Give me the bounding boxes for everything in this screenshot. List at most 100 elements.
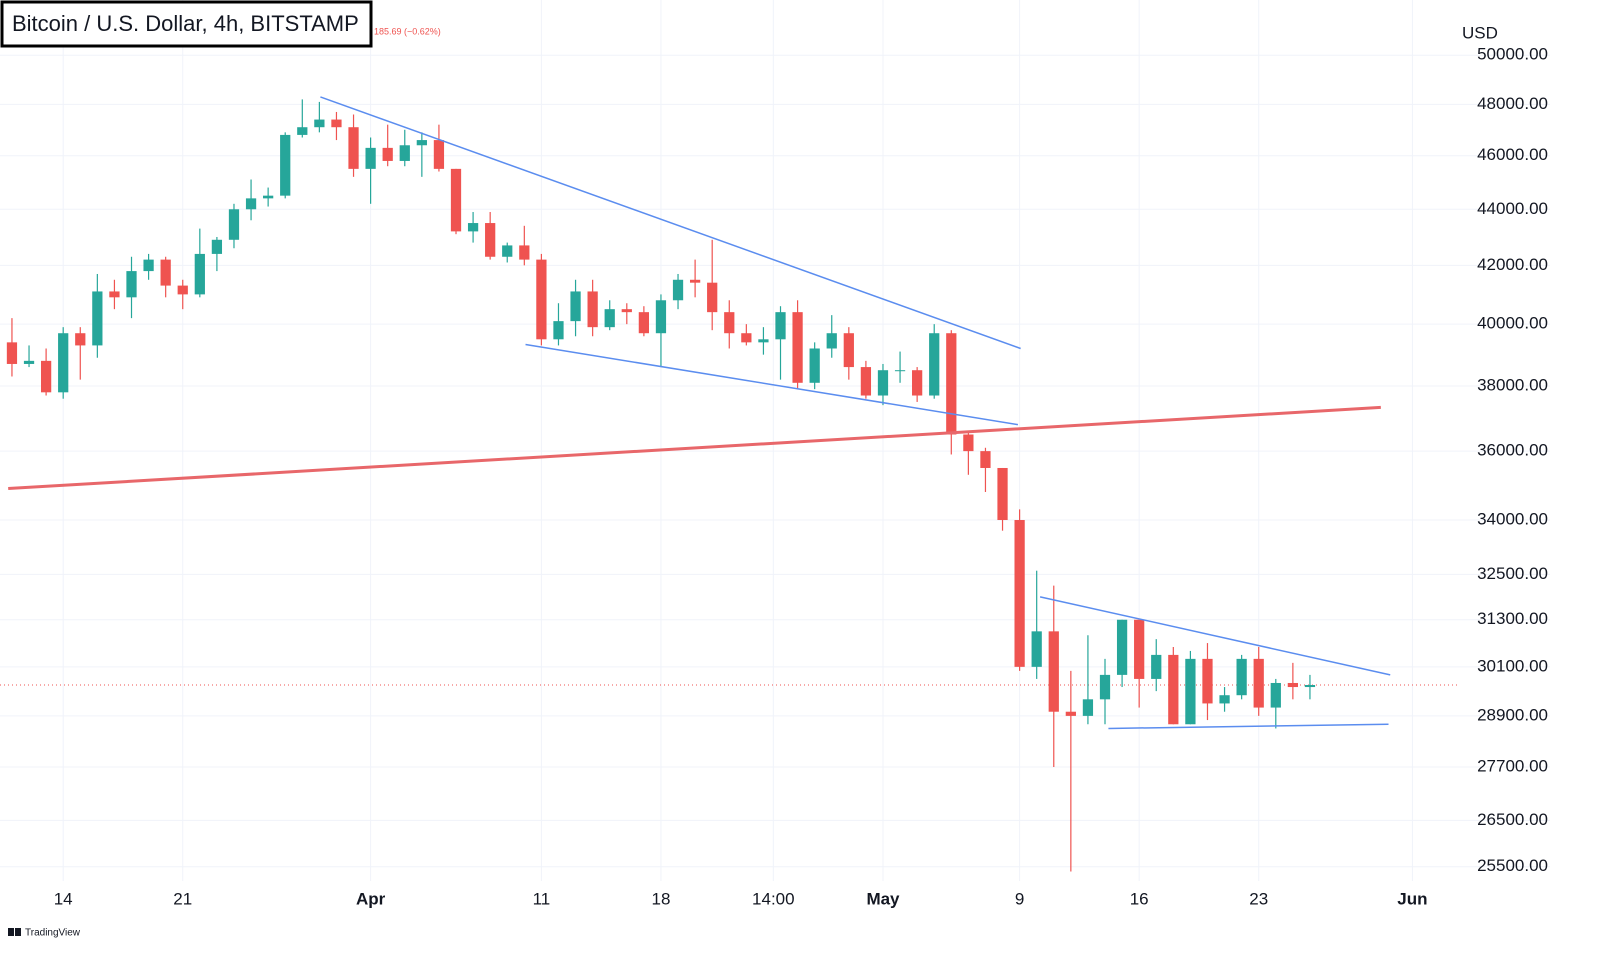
- candle-body: [707, 282, 718, 313]
- y-tick-label: 46000.00: [1477, 145, 1548, 164]
- y-tick-label: 40000.00: [1477, 314, 1548, 333]
- candle-body: [211, 239, 223, 254]
- x-tick-label: Jun: [1397, 889, 1427, 908]
- candle-body: [980, 451, 991, 468]
- candle-body: [536, 259, 547, 340]
- candle-body: [467, 223, 479, 232]
- branding: TradingView: [25, 928, 81, 939]
- x-tick-label: 23: [1249, 889, 1268, 908]
- marks: [0, 96, 1460, 872]
- y-tick-label: 26500.00: [1477, 810, 1548, 829]
- candle-body: [416, 140, 427, 146]
- candle-body: [963, 434, 974, 452]
- candle-body: [75, 333, 86, 346]
- candle-body: [331, 119, 342, 128]
- candle-body: [58, 333, 69, 393]
- y-tick-label: 25500.00: [1477, 856, 1548, 875]
- x-tick-label: 21: [173, 889, 192, 908]
- trend-line: [1108, 723, 1389, 730]
- candle-body: [6, 342, 18, 364]
- candle-body: [245, 198, 257, 210]
- candle-body: [1014, 520, 1025, 667]
- candle-body: [997, 467, 1008, 521]
- y-tick-label: 30100.00: [1477, 656, 1548, 675]
- candle-body: [382, 147, 393, 161]
- candle-body: [655, 300, 667, 334]
- candle-body: [912, 370, 923, 396]
- candle-body: [109, 291, 120, 298]
- candle-body: [843, 333, 854, 368]
- y-tick-label: 36000.00: [1477, 441, 1548, 460]
- x-tick-label: 9: [1015, 889, 1024, 908]
- x-tick-label: May: [866, 889, 900, 908]
- candle-body: [280, 134, 291, 196]
- candle-body: [1253, 658, 1264, 708]
- y-tick-label: 50000.00: [1477, 45, 1548, 64]
- candle-body: [1031, 631, 1042, 667]
- candle-body: [297, 127, 308, 135]
- candle-body: [23, 360, 35, 364]
- candle-body: [348, 127, 359, 169]
- candle-body: [433, 140, 445, 169]
- candle-body: [929, 333, 940, 396]
- candle-body: [1219, 695, 1230, 704]
- y-tick-label: 44000.00: [1477, 199, 1548, 218]
- candle-body: [689, 279, 701, 283]
- candle-body: [792, 312, 803, 383]
- candle-body: [775, 312, 786, 340]
- x-tick-label: 16: [1130, 889, 1149, 908]
- y-tick-label: 31300.00: [1477, 609, 1548, 628]
- candle-body: [1304, 685, 1316, 688]
- candle-body: [160, 259, 171, 286]
- candle-body: [1202, 658, 1213, 704]
- x-tick-label: 14:00: [752, 889, 795, 908]
- price-change: 185.69 (−0.62%): [374, 26, 441, 36]
- x-tick-label: 14: [54, 889, 73, 908]
- candle-body: [1270, 682, 1281, 708]
- y-tick-label: 27700.00: [1477, 756, 1548, 775]
- trend-line: [320, 96, 1021, 350]
- candle-body: [604, 309, 615, 328]
- candle-body: [228, 209, 240, 240]
- candle-body: [399, 145, 410, 161]
- candle-body: [92, 291, 103, 346]
- candle-body: [1082, 699, 1094, 716]
- candle-body: [809, 348, 820, 383]
- y-tick-label: 32500.00: [1477, 564, 1548, 583]
- candle-body: [758, 339, 769, 343]
- y-tick-label: 42000.00: [1477, 255, 1548, 274]
- candle-body: [40, 360, 52, 393]
- candle-body: [877, 370, 889, 396]
- candle-body: [860, 367, 872, 396]
- candle-body: [672, 279, 684, 301]
- candle-body: [143, 259, 154, 272]
- candle-body: [570, 291, 581, 322]
- candle-body: [126, 271, 137, 298]
- trend-line: [1039, 596, 1391, 676]
- candle-body: [1048, 631, 1059, 712]
- candle-body: [946, 333, 957, 435]
- trend-line: [8, 405, 1381, 491]
- candle-body: [1287, 682, 1298, 688]
- candle-body: [177, 285, 188, 295]
- candle-body: [741, 333, 752, 343]
- candle-body: [485, 223, 496, 257]
- candle-body: [263, 195, 274, 199]
- candle-body: [450, 168, 462, 232]
- candle-body: [1099, 674, 1111, 700]
- y-tick-label: 38000.00: [1477, 375, 1548, 394]
- y-tick-label: 28900.00: [1477, 705, 1548, 724]
- candle-body: [1065, 711, 1076, 716]
- y-tick-label: 48000.00: [1477, 94, 1548, 113]
- x-tick-label: Apr: [356, 889, 386, 908]
- x-tick-label: 18: [651, 889, 670, 908]
- candle-body: [826, 333, 837, 349]
- x-tick-label: 11: [533, 889, 551, 908]
- grid: [0, 0, 1550, 881]
- candle-body: [194, 253, 205, 295]
- candle-body: [1134, 619, 1145, 679]
- candle-body: [621, 309, 632, 313]
- candle-body: [1185, 658, 1196, 725]
- branding-logo: [8, 928, 21, 936]
